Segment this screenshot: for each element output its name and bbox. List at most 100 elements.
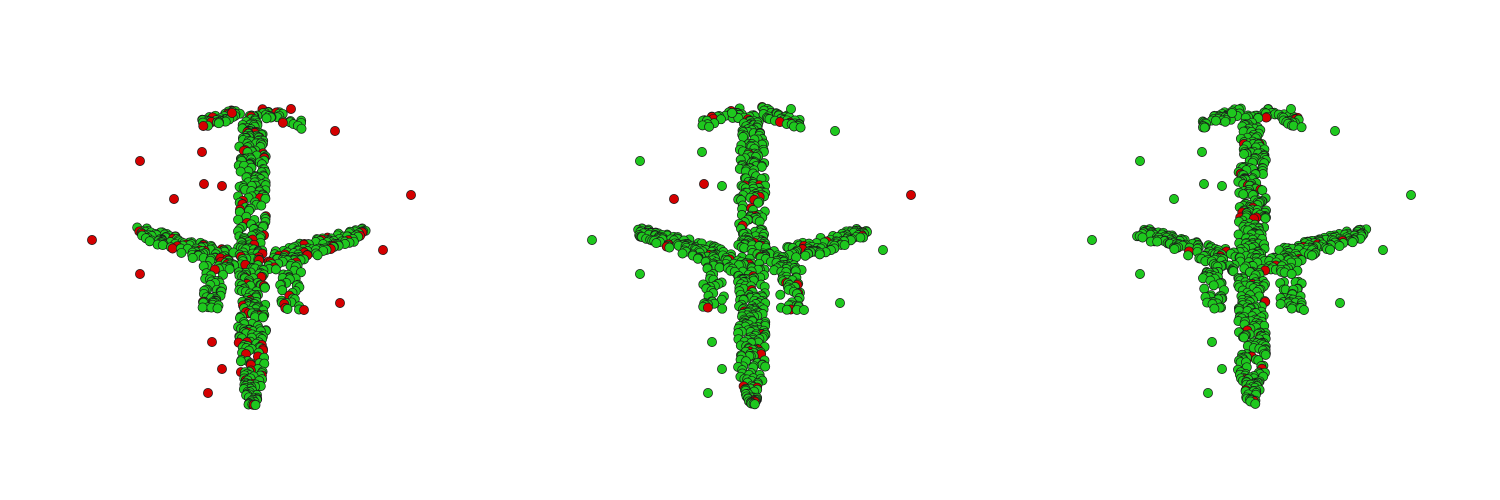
inlier-point <box>727 108 737 118</box>
outlier-point <box>199 179 209 189</box>
outlier-point <box>702 302 713 313</box>
inlier-point <box>1207 337 1217 347</box>
inlier-point <box>1217 181 1227 191</box>
inlier-point <box>1325 244 1336 255</box>
inlier-point <box>664 242 675 253</box>
outlier-point <box>198 121 209 131</box>
outlier-point <box>227 108 237 118</box>
outlier-point <box>135 156 145 166</box>
inlier-point <box>213 118 224 129</box>
inlier-point <box>635 156 645 166</box>
inlier-point <box>760 361 771 372</box>
inlier-point <box>176 247 187 258</box>
outlier-point <box>217 364 227 374</box>
inlier-point <box>312 250 323 261</box>
inlier-point <box>197 302 208 313</box>
outlier-point <box>135 269 145 279</box>
inlier-point <box>781 304 792 315</box>
outlier-point <box>217 181 227 191</box>
outlier-point <box>203 388 213 398</box>
inlier-point <box>258 312 268 323</box>
inlier-point <box>1299 305 1309 315</box>
inlier-point <box>1288 120 1299 131</box>
inlier-point <box>1335 298 1345 308</box>
inlier-point <box>1239 149 1249 160</box>
inlier-point <box>1197 147 1207 157</box>
airplane-point-cloud-panel-3 <box>1087 103 1416 409</box>
inlier-point <box>1260 349 1271 360</box>
inlier-point <box>855 232 866 243</box>
inlier-point <box>1296 122 1307 133</box>
inlier-point <box>707 337 717 347</box>
inlier-point <box>1220 116 1231 127</box>
outlier-point <box>699 179 709 189</box>
inlier-point <box>839 240 850 251</box>
inlier-point <box>1087 235 1097 245</box>
inlier-point <box>1334 241 1345 252</box>
outlier-point <box>87 235 97 245</box>
inlier-point <box>651 238 662 249</box>
inlier-point <box>282 304 293 314</box>
inlier-point <box>795 122 806 133</box>
inlier-point <box>703 388 713 398</box>
inlier-point <box>277 285 288 296</box>
inlier-point <box>830 126 840 136</box>
inlier-point <box>250 400 261 410</box>
inlier-point <box>717 364 727 374</box>
inlier-point <box>1227 108 1237 118</box>
inlier-point <box>1199 179 1209 189</box>
outlier-point <box>197 147 207 157</box>
inlier-point <box>704 121 715 132</box>
inlier-point <box>835 298 845 308</box>
inlier-point <box>1286 303 1297 314</box>
airplane-point-cloud-panel-2 <box>587 102 916 410</box>
inlier-point <box>1238 189 1249 200</box>
inlier-point <box>1137 232 1148 243</box>
inlier-point <box>1199 122 1210 133</box>
inlier-point <box>1378 245 1388 255</box>
inlier-point <box>878 245 888 255</box>
outlier-point <box>669 194 679 204</box>
outlier-point <box>169 194 179 204</box>
outlier-point <box>330 126 340 136</box>
inlier-point <box>187 253 198 263</box>
outlier-point <box>299 305 309 315</box>
inlier-point <box>1250 398 1261 409</box>
inlier-point <box>1183 250 1194 261</box>
inlier-point <box>753 197 764 208</box>
inlier-point <box>1286 269 1297 279</box>
inlier-point <box>1210 115 1221 126</box>
outlier-point <box>335 298 345 308</box>
inlier-point <box>786 104 796 114</box>
inlier-point <box>1347 237 1358 248</box>
inlier-point <box>799 305 809 315</box>
inlier-point <box>235 356 246 367</box>
outlier-point <box>378 245 388 255</box>
inlier-point <box>1330 126 1340 136</box>
inlier-point <box>1307 250 1317 261</box>
inlier-point <box>1260 213 1271 224</box>
inlier-point <box>1169 244 1180 255</box>
inlier-point <box>800 250 811 261</box>
inlier-point <box>256 200 267 211</box>
inlier-point <box>1286 104 1296 114</box>
inlier-point <box>1209 303 1220 314</box>
inlier-point <box>1203 388 1213 398</box>
outlier-point <box>906 190 916 200</box>
inlier-point <box>224 264 235 275</box>
airplane-point-cloud-panel-1 <box>87 104 416 410</box>
inlier-point <box>635 269 645 279</box>
inlier-point <box>775 289 786 300</box>
inlier-point <box>1406 190 1416 200</box>
outlier-point <box>277 117 288 128</box>
inlier-point <box>157 240 168 251</box>
inlier-point <box>296 123 307 134</box>
inlier-point <box>1275 299 1286 309</box>
inlier-point <box>1135 269 1145 279</box>
inlier-point <box>677 248 688 259</box>
inlier-point <box>1228 266 1239 277</box>
inlier-point <box>717 303 728 314</box>
inlier-point <box>749 399 760 410</box>
